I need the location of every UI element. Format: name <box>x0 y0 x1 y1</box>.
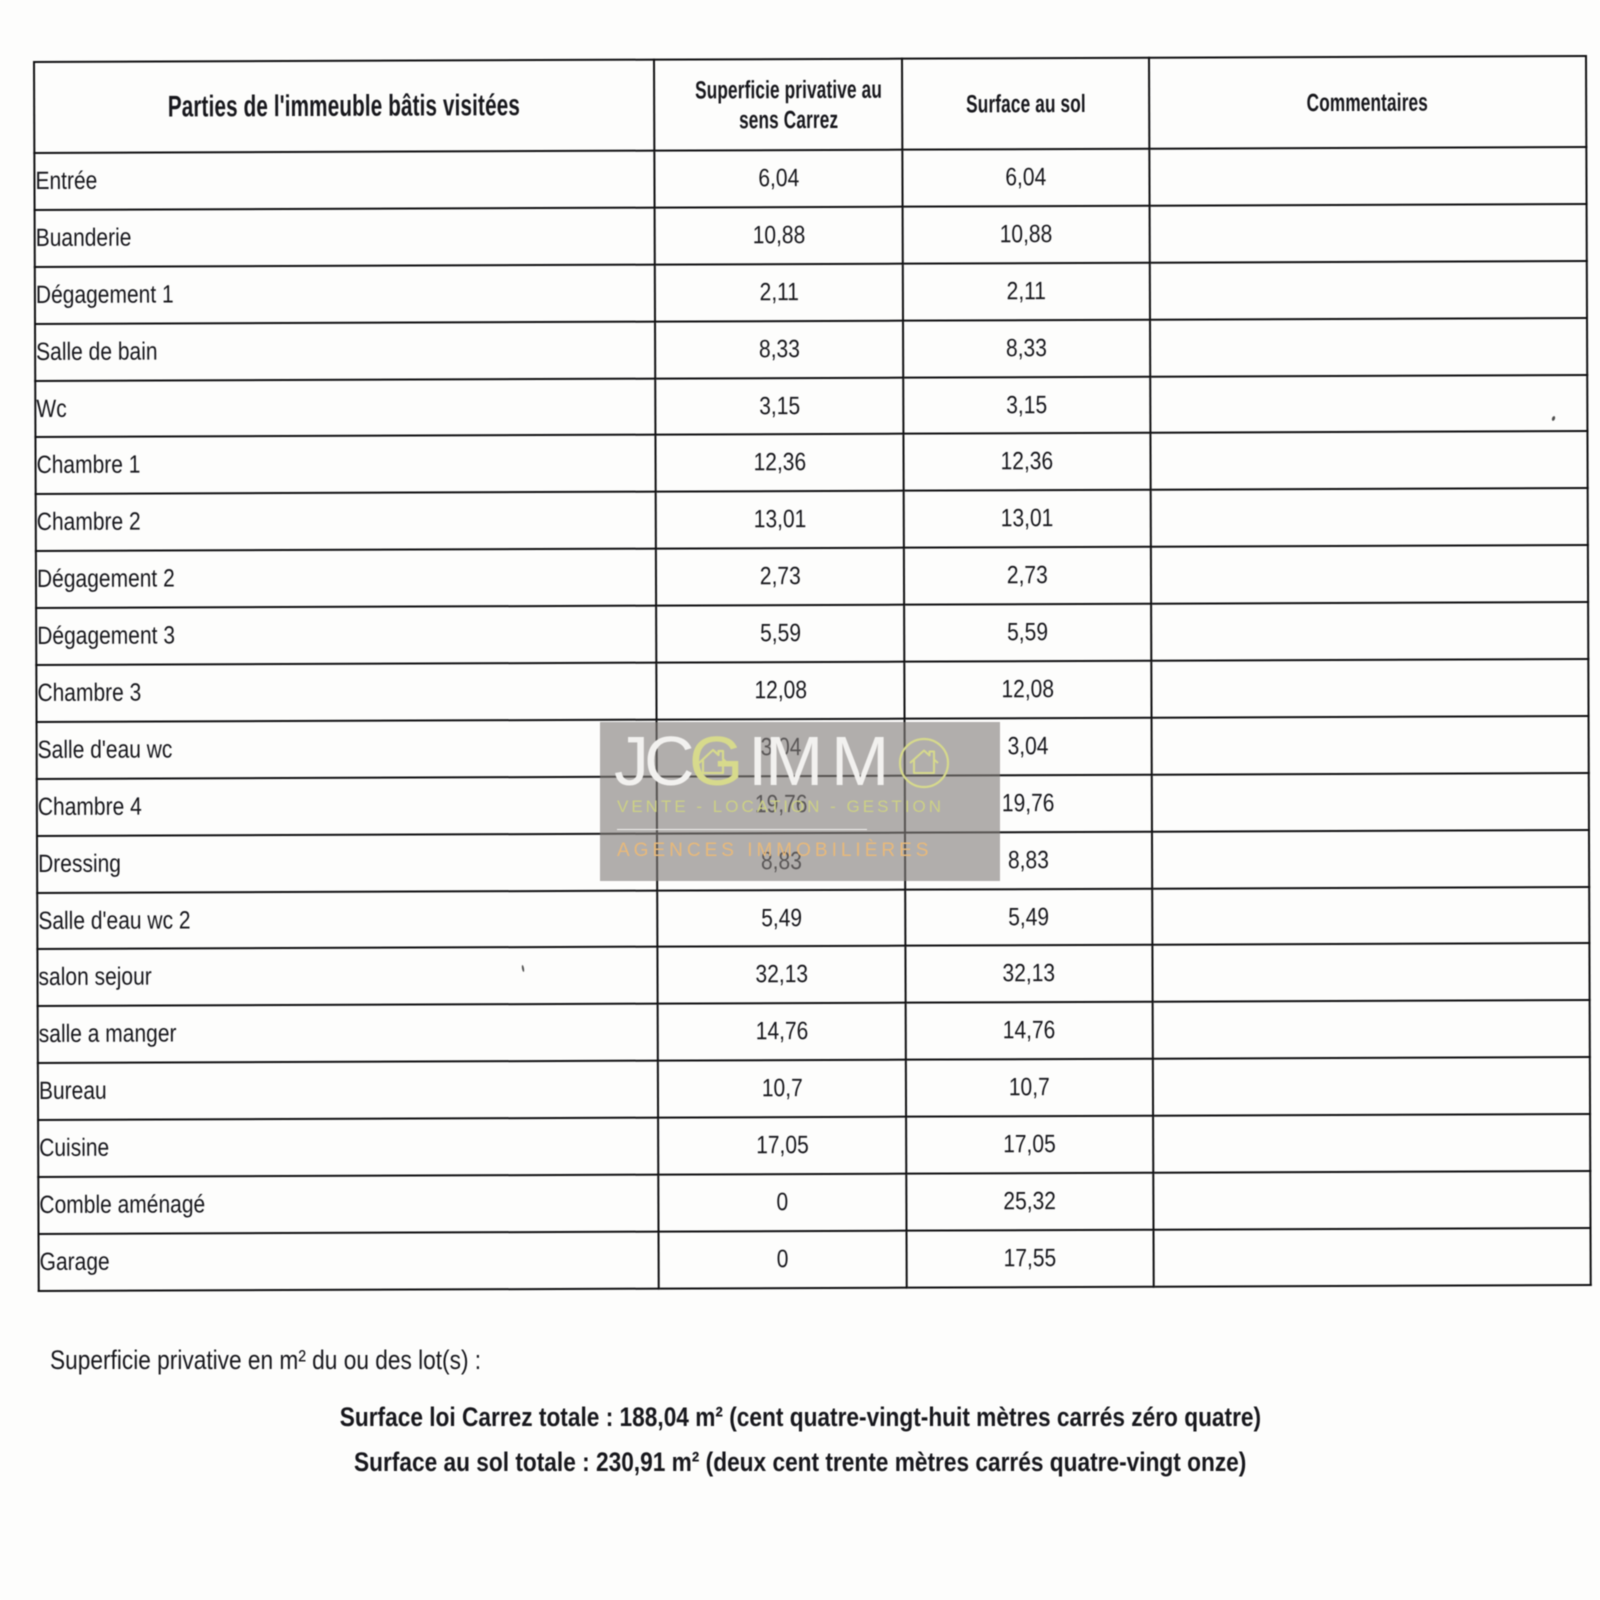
svg-text:M: M <box>765 722 823 800</box>
svg-text:M: M <box>831 722 889 800</box>
svg-text:C: C <box>644 722 695 800</box>
svg-text:G: G <box>689 722 743 800</box>
